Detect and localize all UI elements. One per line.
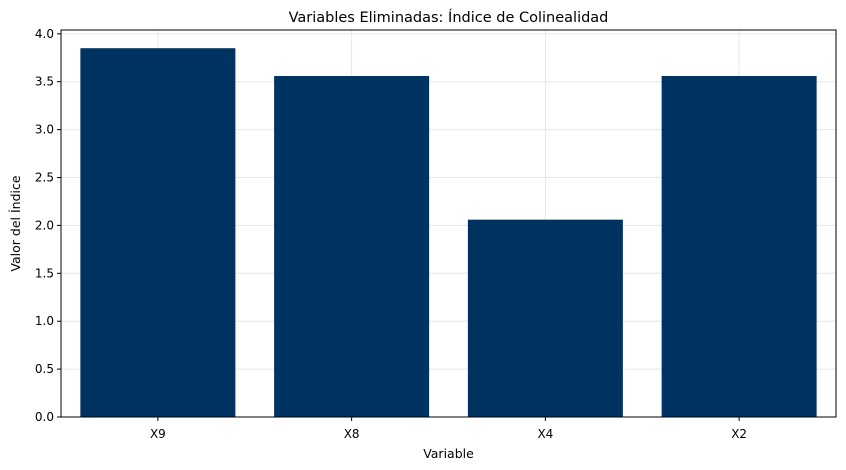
bar-x4 (467, 219, 623, 417)
bars (80, 48, 817, 418)
y-axis-ticks: 0.0 0.5 1.0 1.5 2.0 2.5 3.0 3.5 4.0 (35, 27, 61, 424)
y-tick-label: 1.5 (35, 266, 54, 280)
x-tick-label: X9 (150, 427, 166, 441)
x-tick-label: X4 (537, 427, 553, 441)
x-tick-label: X8 (344, 427, 360, 441)
x-axis-ticks: X9 X8 X4 X2 (150, 417, 747, 441)
x-tick-label: X2 (731, 427, 747, 441)
y-tick-label: 2.5 (35, 171, 54, 185)
y-tick-label: 3.0 (35, 123, 54, 137)
y-tick-label: 2.0 (35, 218, 54, 232)
x-axis-label: Variable (423, 446, 474, 461)
y-tick-label: 3.5 (35, 75, 54, 89)
y-tick-label: 4.0 (35, 27, 54, 41)
chart-title: Variables Eliminadas: Índice de Colineal… (289, 9, 609, 26)
y-tick-label: 0.5 (35, 362, 54, 376)
bar-x2 (661, 75, 817, 418)
y-tick-label: 1.0 (35, 314, 54, 328)
y-tick-label: 0.0 (35, 410, 54, 424)
plot-frame (60, 29, 837, 418)
bar-x8 (274, 75, 430, 418)
bar-x9 (80, 48, 236, 417)
y-axis-label: Valor del Índice (8, 175, 23, 271)
